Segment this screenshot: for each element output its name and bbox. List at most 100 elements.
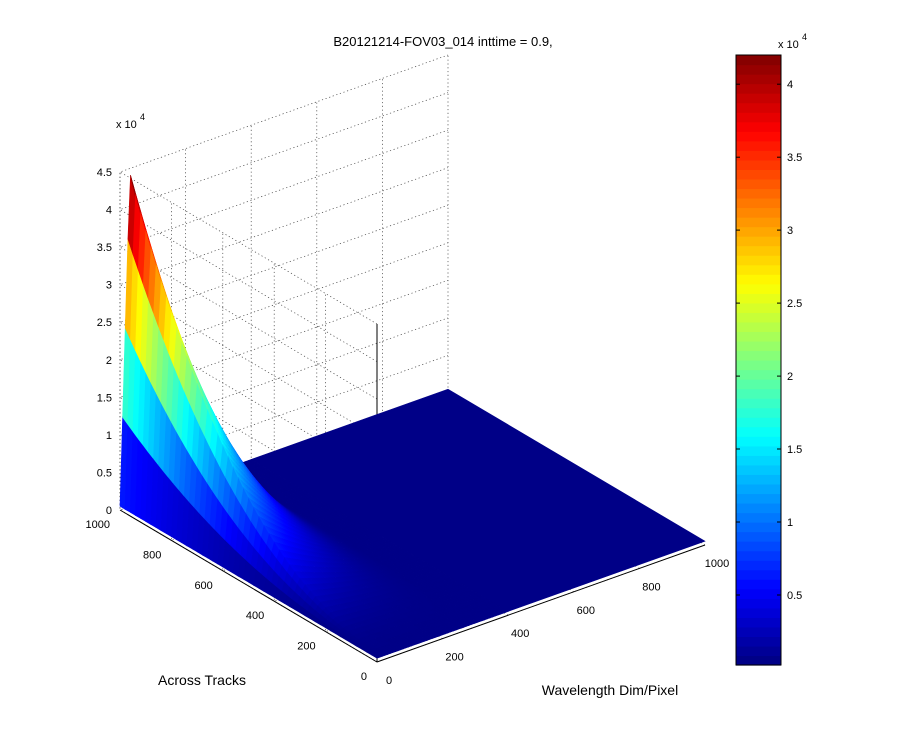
colorbar-band: [736, 197, 781, 209]
z-multiplier-exponent: 4: [140, 112, 145, 122]
colorbar-tick-label: 4: [787, 79, 793, 91]
colorbar-band: [736, 140, 781, 151]
chart-title: B20121214-FOV03_014 inttime = 0.9,: [333, 34, 552, 49]
z-tick-label: 2: [106, 355, 112, 367]
colorbar-band: [736, 150, 781, 161]
y-tick-label: 400: [246, 610, 264, 622]
colorbar-ticks: 0.5 1 1.5 2 2.5 3 3.5 4: [736, 79, 802, 602]
z-tick-label: 1: [106, 430, 112, 442]
y-axis-label: Across Tracks: [158, 672, 246, 688]
x-tick-label: 400: [511, 628, 529, 640]
colorbar-band: [736, 169, 781, 180]
axis-edge-1: [376, 544, 706, 663]
colorbar-band: [736, 331, 781, 342]
y-tick-label: 0: [361, 671, 367, 683]
z-gridline-7: [119, 129, 449, 400]
colorbar-band: [736, 74, 781, 85]
colorbar-band: [736, 236, 781, 247]
z-tick-label: 0: [106, 505, 112, 517]
z-tick-label: 2.5: [97, 317, 112, 329]
colorbar-band: [736, 312, 781, 323]
colorbar-band: [736, 626, 781, 638]
colorbar-tick-label: 0.5: [787, 590, 802, 602]
x-axis-label: Wavelength Dim/Pixel: [542, 682, 678, 698]
colorbar-band: [736, 636, 781, 647]
colorbar-band: [736, 445, 781, 456]
z-tick-label: 0.5: [97, 467, 112, 479]
z-gridline-5: [119, 204, 449, 475]
colorbar-band: [736, 560, 781, 571]
colorbar-multiplier-exponent: 4: [802, 32, 807, 42]
colorbar-tick-label: 3.5: [787, 152, 802, 164]
x-tick-label: 0: [386, 675, 392, 687]
colorbar-bands: [736, 55, 781, 666]
z-tick-label: 1.5: [97, 392, 112, 404]
colorbar-band: [736, 436, 781, 447]
surface-patch: [499, 608, 509, 613]
colorbar-tick-label: 3: [787, 225, 793, 237]
colorbar-band: [736, 645, 781, 657]
colorbar-band: [736, 159, 781, 170]
colorbar-band: [736, 569, 781, 580]
colorbar-band: [736, 188, 781, 199]
colorbar-band: [736, 274, 781, 285]
colorbar-band: [736, 264, 781, 275]
colorbar-band: [736, 398, 781, 409]
colorbar-band: [736, 302, 781, 313]
colorbar-band: [736, 321, 781, 333]
colorbar-band: [736, 579, 781, 590]
colorbar-band: [736, 178, 781, 190]
y-tick-label: 800: [143, 549, 161, 561]
y-tick-label: 200: [297, 641, 315, 653]
colorbar-band: [736, 369, 781, 380]
colorbar-band: [736, 360, 781, 371]
colorbar-band: [736, 217, 781, 228]
z-tick-label: 4: [106, 205, 112, 217]
colorbar-band: [736, 607, 781, 618]
colorbar-band: [736, 293, 781, 304]
colorbar-band: [736, 255, 781, 266]
colorbar-band: [736, 512, 781, 523]
colorbar-band: [736, 483, 781, 495]
colorbar-band: [736, 207, 781, 218]
z-gridline-9: [119, 54, 449, 325]
colorbar-band: [736, 121, 781, 132]
z-gridline-8: [119, 92, 449, 362]
colorbar-tick-label: 1: [787, 517, 793, 529]
colorbar-band: [736, 340, 781, 352]
colorbar-band: [736, 245, 781, 256]
colorbar-band: [736, 226, 781, 237]
colorbar-band: [736, 502, 781, 514]
z-multiplier-base: x 10: [116, 119, 137, 131]
x-tick-label: 800: [642, 581, 660, 593]
colorbar-band: [736, 55, 781, 66]
colorbar: 0.5 1 1.5 2 2.5 3 3.5 4 x 10 4: [735, 32, 807, 666]
colorbar-band: [736, 64, 781, 75]
colorbar-band: [736, 388, 781, 399]
z-tick-label: 4.5: [97, 167, 112, 179]
colorbar-band: [736, 522, 781, 533]
colorbar-band: [736, 112, 781, 123]
x-tick-label: 1000: [705, 558, 729, 570]
y-tick-label: 600: [194, 580, 212, 592]
tick-labels: 0 0.5 1 1.5 2 2.5 3 3.5 4 4.5 0 200 400 600 800 1000 0 20…: [86, 167, 730, 687]
colorbar-band: [736, 379, 781, 390]
colorbar-tick-label: 2: [787, 371, 793, 383]
colorbar-band: [736, 426, 781, 437]
colorbar-band: [736, 93, 781, 104]
colorbar-band: [736, 102, 781, 113]
colorbar-band: [736, 83, 781, 94]
colorbar-band: [736, 655, 781, 666]
colorbar-band: [736, 407, 781, 418]
colorbar-tick-label: 2.5: [787, 298, 802, 310]
colorbar-band: [736, 588, 781, 599]
colorbar-band: [736, 131, 781, 142]
colorbar-band: [736, 617, 781, 628]
colorbar-band: [736, 541, 781, 552]
colorbar-band: [736, 350, 781, 361]
colorbar-tick-label: 1.5: [787, 444, 802, 456]
colorbar-frame: [735, 54, 782, 666]
x-tick-label: 200: [445, 652, 463, 664]
z-tick-label: 3.5: [97, 242, 112, 254]
